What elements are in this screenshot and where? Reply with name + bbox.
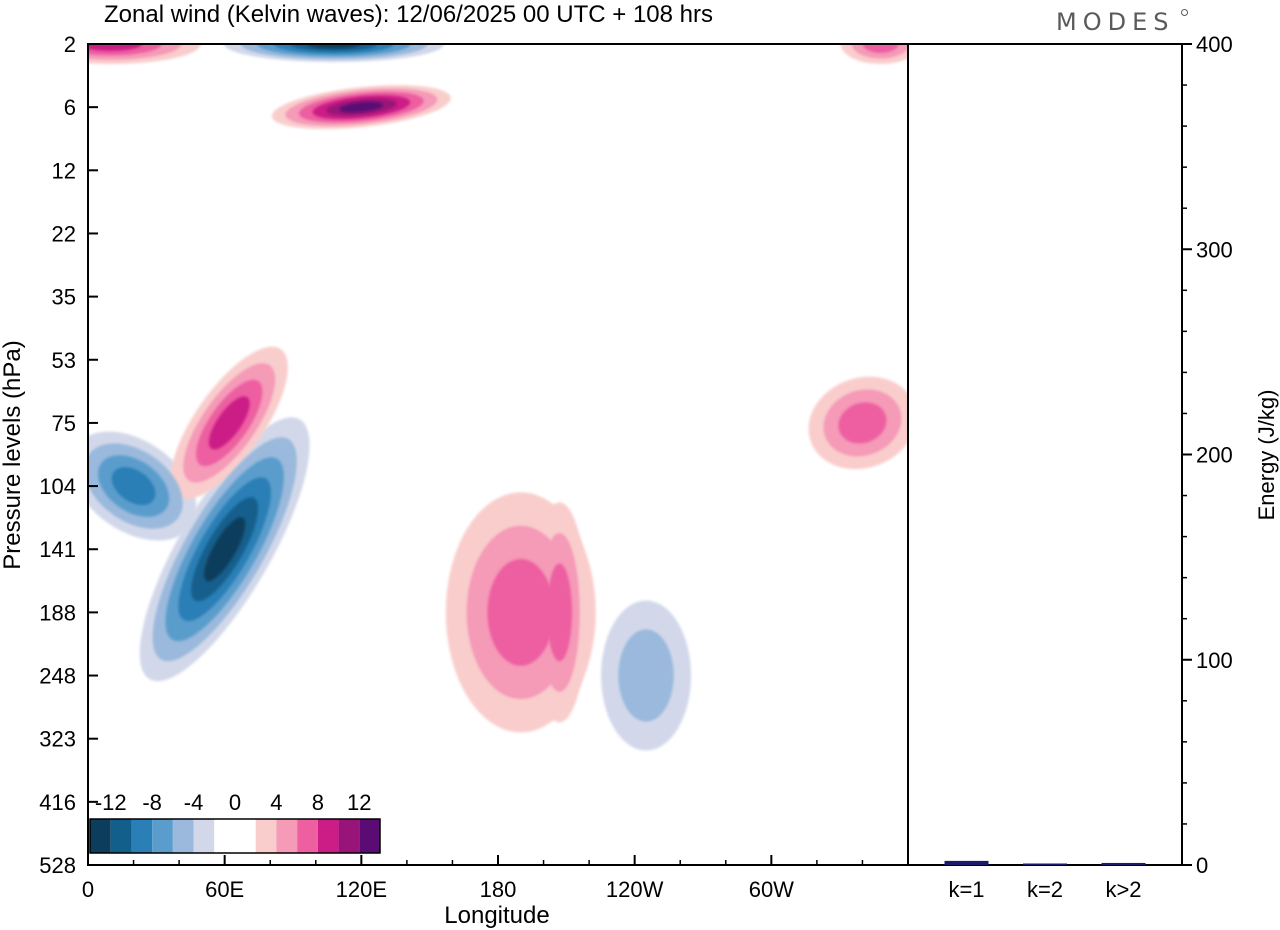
y-tick-label: 323 bbox=[39, 727, 76, 752]
y-tick-label: 2 bbox=[64, 32, 76, 57]
y-tick-label: 528 bbox=[39, 853, 76, 878]
x-tick-label: 60W bbox=[749, 877, 794, 902]
y-tick-label: 104 bbox=[39, 474, 76, 499]
longitude-axis: 0 60E 120E 180 120W 60W bbox=[82, 855, 909, 902]
wavenumber-label: k=2 bbox=[1027, 877, 1063, 902]
y-tick-label: 75 bbox=[52, 411, 76, 436]
contour-feature-5 bbox=[487, 559, 555, 666]
colorbar-swatch bbox=[255, 819, 277, 853]
contour-feature-3 bbox=[339, 101, 384, 113]
energy-bar bbox=[944, 860, 989, 865]
y-tick-label: 12 bbox=[52, 158, 76, 183]
contour-feature-0 bbox=[204, 517, 246, 582]
contour-feature-2 bbox=[307, 44, 361, 49]
colorbar-label: -12 bbox=[95, 790, 127, 815]
wavenumber-label: k=1 bbox=[948, 877, 984, 902]
x-tick-label: 60E bbox=[205, 877, 244, 902]
colorbar-swatch bbox=[90, 819, 111, 853]
x-tick-label: 120E bbox=[336, 877, 387, 902]
energy-bar bbox=[1101, 862, 1146, 865]
wavenumber-label: k>2 bbox=[1105, 877, 1141, 902]
energy-axis-label: Energy (J/kg) bbox=[1254, 390, 1279, 521]
contour-feature-6 bbox=[547, 563, 572, 662]
x-tick-label: 0 bbox=[82, 877, 94, 902]
energy-plot-frame bbox=[907, 43, 1183, 866]
energy-tick-label: 300 bbox=[1196, 237, 1233, 262]
y-tick-label: 35 bbox=[52, 285, 76, 310]
colorbar-label: -4 bbox=[184, 790, 204, 815]
y-tick-label: 188 bbox=[39, 600, 76, 625]
energy-tick-label: 0 bbox=[1196, 853, 1208, 878]
colorbar-swatch bbox=[235, 819, 256, 853]
contour-feature-7 bbox=[618, 629, 674, 722]
energy-tick-label: 200 bbox=[1196, 443, 1233, 468]
y-tick-label: 248 bbox=[39, 664, 76, 689]
colorbar-label: 12 bbox=[347, 790, 371, 815]
energy-bar bbox=[1023, 863, 1067, 865]
colorbar: -12 -8 -4 0 4 8 12 bbox=[89, 790, 381, 854]
y-axis-label: Pressure levels (hPa) bbox=[0, 340, 26, 569]
y-tick-label: 6 bbox=[64, 95, 76, 120]
contour-feature-1 bbox=[111, 467, 156, 506]
y-tick-label: 22 bbox=[52, 221, 76, 246]
contour-feature-4 bbox=[208, 396, 250, 450]
colorbar-label: 8 bbox=[312, 790, 324, 815]
contour-feature-9 bbox=[88, 44, 143, 51]
contour-feature-8 bbox=[838, 402, 887, 444]
colorbar-swatch bbox=[338, 819, 360, 853]
colorbar-frame bbox=[89, 818, 381, 854]
energy-tick-label: 100 bbox=[1196, 648, 1233, 673]
colorbar-label: -8 bbox=[142, 790, 162, 815]
pressure-axis: 2 6 12 22 35 53 75 104 141 188 248 323 416 528 bbox=[39, 32, 98, 878]
colorbar-swatch bbox=[214, 819, 235, 853]
colorbar-swatch bbox=[131, 819, 153, 853]
colorbar-swatch bbox=[276, 819, 298, 853]
colorbar-swatch bbox=[110, 819, 132, 853]
colorbar-swatch bbox=[193, 819, 215, 853]
colorbar-label: 4 bbox=[270, 790, 282, 815]
y-tick-label: 141 bbox=[39, 537, 76, 562]
colorbar-swatch bbox=[297, 819, 318, 853]
contour-feature-10 bbox=[862, 44, 899, 53]
energy-axis: 0 100 200 300 400 bbox=[1182, 32, 1233, 878]
x-tick-label: 120W bbox=[606, 877, 664, 902]
energy-tick-label: 400 bbox=[1196, 32, 1233, 57]
chart-title: Zonal wind (Kelvin waves): 12/06/2025 00… bbox=[104, 1, 713, 28]
contour-field bbox=[88, 44, 908, 751]
colorbar-swatch bbox=[317, 819, 339, 853]
wavenumber-axis: k=1 k=2 k>2 bbox=[948, 877, 1141, 902]
x-axis-label: Longitude bbox=[444, 902, 549, 929]
energy-bars bbox=[944, 860, 1146, 865]
registered-mark-icon bbox=[1181, 9, 1188, 16]
x-tick-label: 180 bbox=[480, 877, 517, 902]
y-tick-label: 53 bbox=[52, 348, 76, 373]
colorbar-swatch bbox=[152, 819, 173, 853]
colorbar-label: 0 bbox=[229, 790, 241, 815]
colorbar-swatch bbox=[359, 819, 380, 853]
modes-logo: MODES bbox=[1056, 8, 1175, 36]
y-tick-label: 416 bbox=[39, 790, 76, 815]
colorbar-swatch bbox=[172, 819, 194, 853]
